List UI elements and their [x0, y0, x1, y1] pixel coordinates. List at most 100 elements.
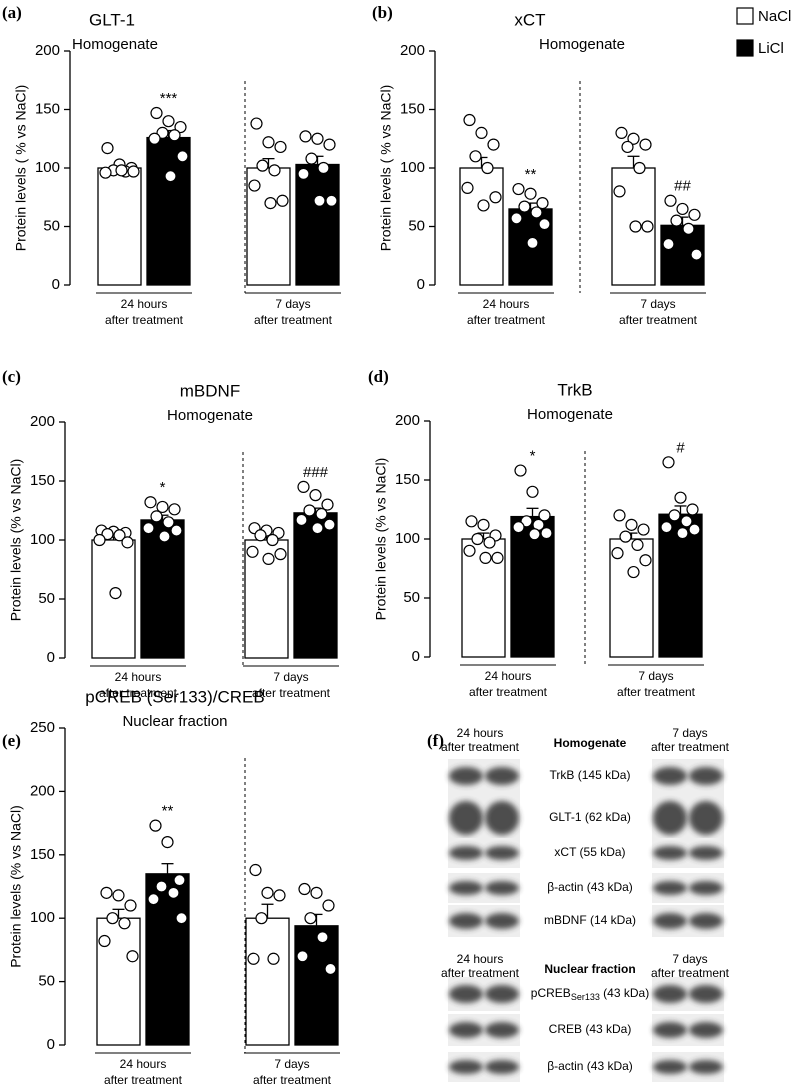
x-tick-label: 7 days: [274, 1057, 309, 1071]
x-tick-label: after treatment: [105, 313, 184, 327]
x-tick-label: after treatment: [252, 686, 331, 700]
data-point: [688, 208, 701, 221]
x-tick-label: after treatment: [469, 685, 548, 699]
data-point: [676, 526, 689, 540]
x-tick-label: 7 days: [273, 670, 308, 684]
data-point: [613, 509, 626, 522]
blot-header: after treatment: [441, 740, 520, 754]
x-tick-label: after treatment: [254, 313, 333, 327]
bar: [140, 519, 185, 659]
data-point: [296, 950, 309, 963]
significance-label: ***: [160, 90, 178, 107]
significance-label: *: [160, 479, 166, 496]
data-point: [323, 518, 336, 531]
data-point: [676, 202, 689, 216]
data-point: [303, 504, 316, 517]
blot-band: [653, 801, 687, 835]
data-point: [267, 952, 280, 965]
y-axis-label: Protein levels ( % vs NaCl): [13, 85, 29, 252]
blot-band: [689, 1022, 723, 1038]
bar: [97, 167, 142, 286]
data-point: [631, 538, 644, 552]
blot-band: [449, 985, 483, 1003]
blot-row-label: TrkB (145 kDa): [550, 768, 631, 782]
data-point: [520, 515, 533, 528]
y-axis-label: Protein levels (% vs NaCl): [373, 458, 389, 621]
blot-row-text: mBDNF (14 kDa): [544, 913, 636, 927]
chart-title: mBDNF: [180, 381, 240, 400]
data-point: [668, 509, 681, 522]
y-tick-label: 100: [35, 159, 60, 176]
chart-title: GLT-1: [89, 10, 135, 29]
data-point: [121, 536, 134, 549]
data-point: [247, 952, 260, 965]
data-point: [158, 530, 171, 543]
chart-subtitle: Homogenate: [72, 36, 158, 53]
data-point: [682, 222, 695, 235]
x-tick-label: 24 hours: [485, 669, 532, 683]
data-point: [633, 161, 646, 175]
blot-band: [449, 1060, 483, 1074]
data-point: [477, 199, 490, 212]
data-point: [264, 197, 277, 210]
blot-band: [653, 846, 687, 860]
panel-label: (f): [427, 731, 444, 750]
data-point: [112, 889, 125, 902]
data-point: [175, 912, 188, 925]
data-point: [299, 130, 312, 143]
blot-row-text: xCT (55 kDa): [554, 845, 625, 859]
data-point: [324, 962, 337, 976]
panel-label: (d): [368, 367, 389, 386]
data-point: [142, 522, 155, 535]
panel-label: (e): [2, 731, 21, 750]
data-point: [144, 496, 157, 509]
data-point: [126, 950, 139, 963]
data-point: [249, 863, 262, 877]
data-point: [162, 516, 175, 529]
x-tick-label: after treatment: [253, 1073, 332, 1087]
x-tick-label: 7 days: [275, 297, 310, 311]
blot-band: [689, 881, 723, 895]
y-axis-label: Protein levels ( % vs NaCl): [378, 85, 394, 252]
data-point: [615, 126, 628, 139]
data-point: [101, 142, 114, 155]
data-point: [690, 248, 703, 261]
significance-label: ###: [303, 464, 329, 481]
blot-row-label: β-actin (43 kDa): [547, 1059, 633, 1073]
y-tick-label: 250: [30, 719, 55, 736]
legend-label: LiCl: [758, 40, 784, 57]
y-tick-label: 0: [412, 648, 420, 665]
blot-band: [689, 846, 723, 860]
data-point: [641, 220, 654, 233]
x-tick-label: 7 days: [640, 297, 675, 311]
data-point: [530, 206, 543, 219]
data-point: [316, 931, 329, 944]
data-point: [512, 521, 525, 534]
data-point: [304, 912, 317, 925]
blot-header: 7 days: [672, 726, 707, 740]
data-point: [313, 194, 326, 207]
y-tick-label: 200: [395, 412, 420, 429]
data-point: [619, 530, 632, 543]
blot-row-label: GLT-1 (62 kDa): [549, 810, 631, 824]
y-tick-label: 150: [30, 472, 55, 489]
data-point: [670, 214, 683, 227]
y-tick-label: 100: [400, 159, 425, 176]
y-tick-label: 200: [30, 413, 55, 430]
panel-label: (b): [372, 3, 393, 22]
y-tick-label: 100: [395, 530, 420, 547]
data-point: [510, 212, 523, 225]
blot-band: [653, 881, 687, 895]
data-point: [161, 836, 174, 849]
x-tick-label: after treatment: [467, 313, 546, 327]
data-point: [465, 515, 478, 528]
x-tick-label: 24 hours: [483, 297, 530, 311]
chart-title: TrkB: [557, 380, 592, 399]
data-point: [124, 899, 137, 912]
blot-band: [689, 767, 723, 785]
data-point: [174, 120, 187, 134]
data-point: [662, 237, 675, 251]
y-tick-label: 50: [38, 590, 55, 607]
data-point: [629, 220, 642, 233]
data-point: [101, 527, 114, 541]
